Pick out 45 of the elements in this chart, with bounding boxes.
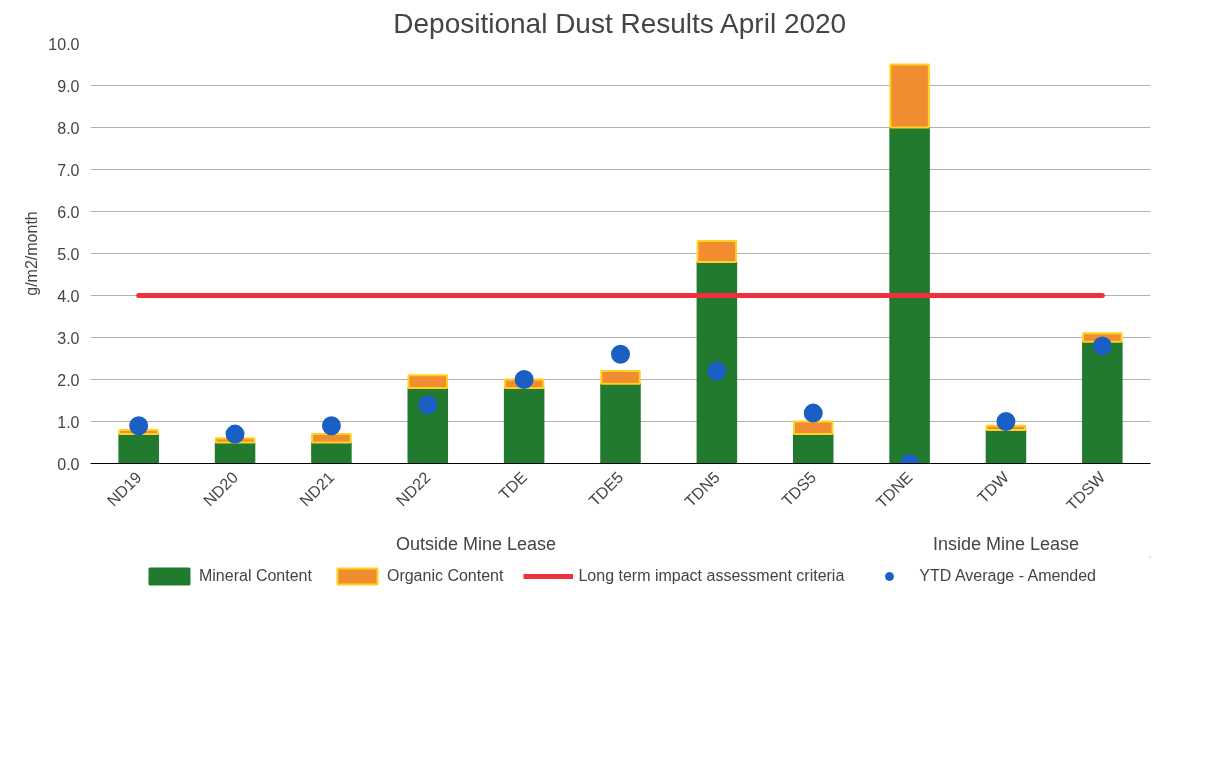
legend-label: Organic Content [386,567,504,585]
point [1092,336,1112,356]
bar [600,382,641,464]
bar [600,370,641,385]
bar [1082,340,1123,464]
bar [889,126,930,464]
bar [985,428,1027,464]
y-tick-label: 2.0 [57,371,80,389]
y-tick-label: 10.0 [48,35,80,53]
bar [118,433,159,464]
text: Outside Mine Lease [395,533,556,554]
bar [311,433,352,444]
bar [792,433,834,464]
y-tick-label: 8.0 [57,119,80,137]
x-tick-label: TDE [495,468,531,504]
y-tick-label: 0.0 [57,455,80,473]
y-tick-label: 1.0 [57,413,80,431]
point [321,416,341,436]
point [514,370,534,389]
bar [696,239,738,263]
y-axis-title: g/m2/month [23,211,41,296]
bar [889,63,930,129]
bar [792,420,834,436]
bar [407,374,449,389]
y-tick-label: 9.0 [57,77,80,95]
legend-label: Mineral Content [198,567,312,585]
bar [696,260,738,464]
point [803,403,823,423]
bar [407,386,449,464]
y-tick-label: 6.0 [57,203,80,221]
bar [503,386,545,464]
legend-label: YTD Average - Amended [919,567,1097,585]
point [707,361,727,381]
text: Inside Mine Lease [932,533,1079,554]
point [418,395,438,415]
point [225,424,245,444]
point [611,344,630,364]
y-tick-label: 5.0 [57,245,80,263]
chart-title: Depositional Dust Results April 2020 [393,7,847,39]
y-tick-label: 4.0 [57,287,80,305]
y-tick-label: 7.0 [57,161,80,179]
y-tick-label: 3.0 [57,329,80,347]
legend-label: Long term impact assessment criteria [578,567,845,585]
point [996,412,1016,431]
point [129,416,149,436]
